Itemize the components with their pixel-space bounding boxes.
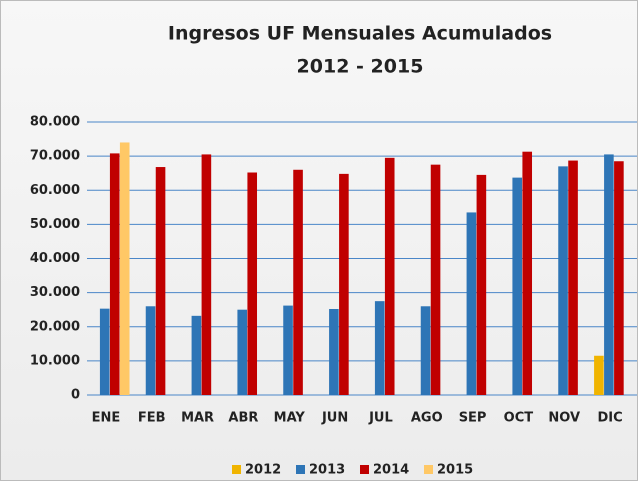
bar (384, 157, 395, 395)
x-tick-label: FEB (138, 411, 166, 426)
bar (283, 305, 293, 395)
bar (594, 355, 604, 395)
bar (466, 212, 477, 395)
bar (237, 309, 248, 395)
chart-title: Ingresos UF Mensuales Acumulados (168, 23, 552, 45)
bar (476, 174, 487, 395)
y-tick-label: 30.000 (30, 285, 80, 300)
bar (201, 154, 212, 395)
legend-swatch (424, 465, 433, 474)
bar (614, 161, 624, 395)
legend-swatch (360, 465, 369, 474)
bar (329, 309, 339, 395)
y-tick-label: 10.000 (30, 353, 80, 368)
bar (420, 306, 431, 395)
legend-label: 2014 (373, 463, 409, 478)
legend-label: 2015 (437, 463, 473, 478)
chart-subtitle: 2012 - 2015 (297, 56, 424, 78)
bar (191, 315, 202, 395)
x-tick-label: SEP (459, 411, 487, 426)
bar (568, 160, 578, 395)
bar (109, 153, 120, 395)
y-tick-label: 50.000 (30, 217, 80, 232)
x-tick-label: OCT (504, 411, 534, 426)
bar (512, 177, 523, 395)
bar (293, 169, 303, 395)
bar (99, 308, 110, 395)
y-tick-label: 60.000 (30, 183, 80, 198)
bar (155, 167, 166, 395)
y-tick-label: 80.000 (30, 115, 80, 130)
x-tick-label: MAR (181, 411, 214, 426)
bar (604, 154, 614, 395)
bar (374, 301, 385, 395)
legend-label: 2013 (309, 463, 345, 478)
legend-swatch (296, 465, 305, 474)
bar (430, 164, 441, 395)
bar (522, 151, 533, 395)
x-tick-label: AGO (411, 411, 443, 426)
y-tick-label: 0 (71, 388, 80, 403)
bar (119, 142, 130, 395)
bar (558, 166, 568, 395)
x-tick-label: ENE (92, 411, 121, 426)
x-tick-label: DIC (597, 411, 622, 426)
legend-swatch (232, 465, 241, 474)
x-tick-label: ABR (228, 411, 258, 426)
x-tick-label: JUN (321, 411, 348, 426)
y-tick-label: 70.000 (30, 149, 80, 164)
legend-label: 2012 (245, 463, 281, 478)
y-tick-label: 40.000 (30, 251, 80, 266)
y-tick-label: 20.000 (30, 319, 80, 334)
bar (247, 172, 258, 395)
x-tick-label: NOV (548, 411, 580, 426)
x-tick-label: MAY (274, 411, 306, 426)
bar (339, 173, 349, 395)
bar (145, 306, 156, 395)
x-tick-label: JUL (368, 411, 393, 426)
